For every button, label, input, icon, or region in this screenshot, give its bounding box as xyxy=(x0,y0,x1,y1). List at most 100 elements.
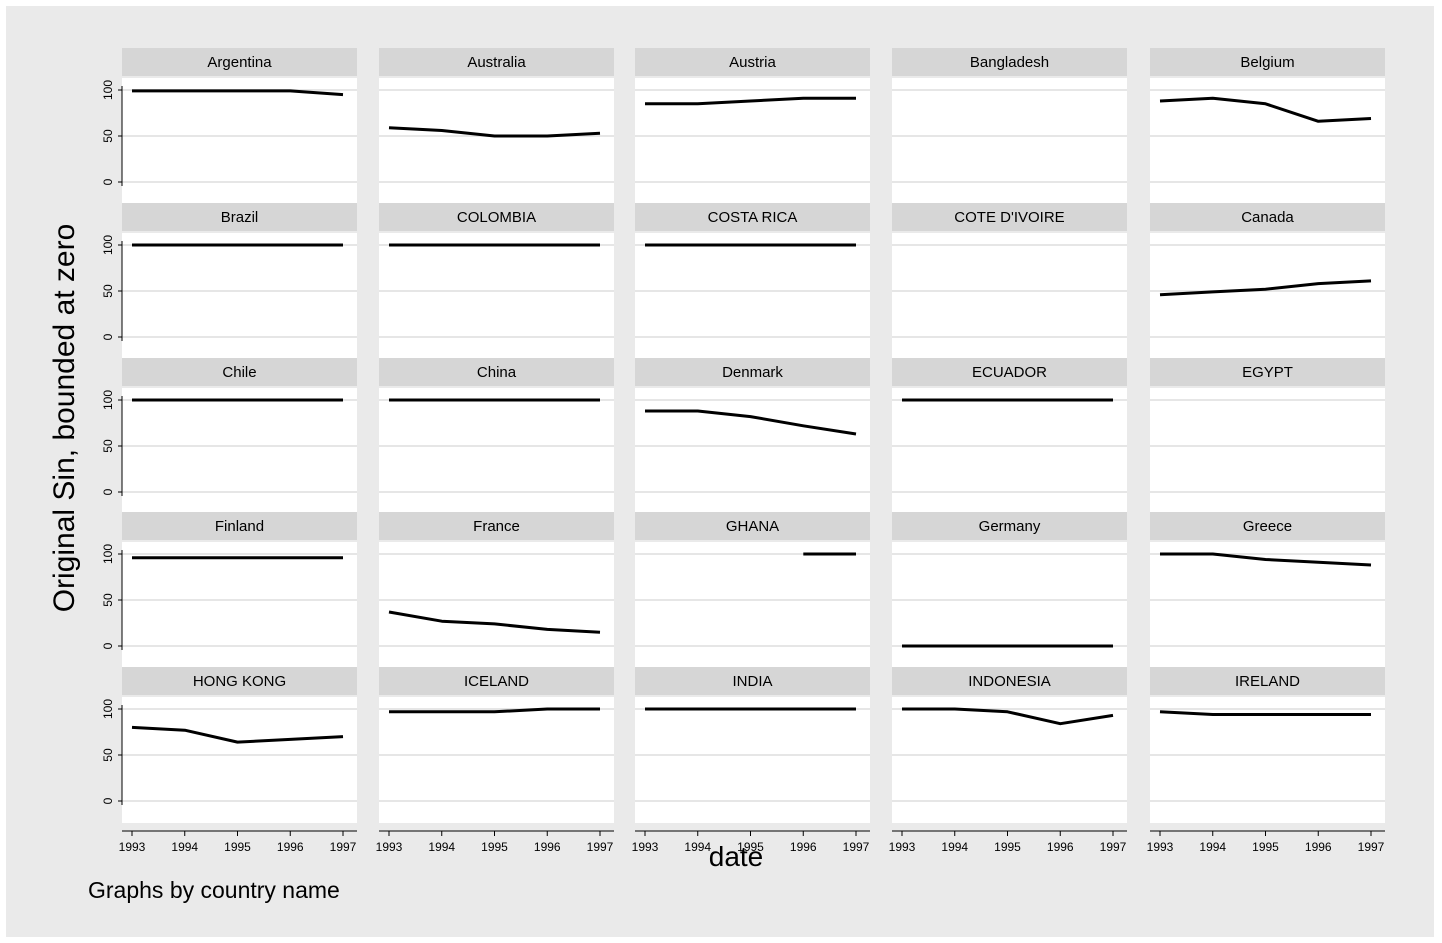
y-tick-label: 100 xyxy=(101,544,115,564)
panel-strip xyxy=(122,667,357,695)
panel-title: Bangladesh xyxy=(970,54,1049,71)
panel-title: Argentina xyxy=(207,54,272,71)
panel-strip xyxy=(379,203,614,231)
x-tick-label: 1996 xyxy=(1047,840,1074,854)
panel-plot-area xyxy=(379,388,614,514)
chart-note: Graphs by country name xyxy=(88,877,340,903)
y-tick-label: 50 xyxy=(101,748,115,762)
panel-strip xyxy=(122,203,357,231)
x-tick-label: 1996 xyxy=(534,840,561,854)
panel-plot-area xyxy=(1150,78,1385,204)
series-line xyxy=(645,409,857,436)
y-tick-label: 0 xyxy=(101,178,115,185)
x-tick-label: 1997 xyxy=(330,840,357,854)
x-tick-label: 1994 xyxy=(1199,840,1226,854)
y-tick-label: 100 xyxy=(101,80,115,100)
y-tick-label: 100 xyxy=(101,699,115,719)
panel-plot-area xyxy=(892,78,1127,204)
x-tick-label: 1997 xyxy=(587,840,614,854)
panel-strip xyxy=(379,667,614,695)
panel-plot-area xyxy=(635,388,870,514)
y-axis-title: Original Sin, bounded at zero xyxy=(48,224,81,613)
panel-strip xyxy=(379,358,614,386)
panel-strip xyxy=(122,358,357,386)
series-line xyxy=(902,707,1114,726)
x-tick-label: 1993 xyxy=(376,840,403,854)
panel-title: INDIA xyxy=(732,673,772,690)
y-tick-label: 0 xyxy=(101,333,115,340)
x-tick-label: 1997 xyxy=(1100,840,1127,854)
panel-title: Germany xyxy=(979,518,1041,535)
panel-strip xyxy=(635,512,870,540)
x-tick-label: 1993 xyxy=(1147,840,1174,854)
panel-plot-area xyxy=(379,542,614,668)
panel-title: ICELAND xyxy=(464,673,529,690)
panel-title: EGYPT xyxy=(1242,364,1293,381)
x-tick-label: 1996 xyxy=(277,840,304,854)
x-tick-label: 1995 xyxy=(737,840,764,854)
series-line xyxy=(131,725,344,744)
series-line xyxy=(388,126,601,138)
x-tick-label: 1993 xyxy=(889,840,916,854)
panel-strip xyxy=(635,48,870,76)
panel-plot-area xyxy=(892,233,1127,359)
panel-strip xyxy=(892,667,1127,695)
panel-title: INDONESIA xyxy=(968,673,1051,690)
panel-title: Belgium xyxy=(1240,54,1294,71)
panel-plot-area xyxy=(379,233,614,359)
panel-strip xyxy=(1150,203,1385,231)
x-tick-label: 1994 xyxy=(684,840,711,854)
panel-title: Chile xyxy=(222,364,256,381)
panel-title: COSTA RICA xyxy=(708,209,798,226)
panel-plot-area xyxy=(1150,388,1385,514)
x-tick-label: 1995 xyxy=(481,840,508,854)
panel-strip xyxy=(1150,667,1385,695)
series-line xyxy=(1159,710,1371,716)
panel-title: Greece xyxy=(1243,518,1292,535)
panel-title: France xyxy=(473,518,520,535)
x-tick-label: 1993 xyxy=(119,840,146,854)
panel-title: ECUADOR xyxy=(972,364,1047,381)
x-tick-label: 1997 xyxy=(1358,840,1385,854)
panel-plot-area xyxy=(635,697,870,823)
panel-title: Australia xyxy=(467,54,526,71)
series-line xyxy=(1159,279,1372,297)
panel-strip xyxy=(1150,512,1385,540)
panel-title: Denmark xyxy=(722,364,783,381)
panel-strip xyxy=(1150,48,1385,76)
series-line xyxy=(1160,552,1372,567)
y-tick-label: 0 xyxy=(101,642,115,649)
y-tick-label: 100 xyxy=(101,390,115,410)
series-line xyxy=(388,610,601,634)
panel-strip xyxy=(379,512,614,540)
panel-plot-area xyxy=(122,78,357,204)
panel-title: IRELAND xyxy=(1235,673,1300,690)
panel-strip xyxy=(635,358,870,386)
panel-plot-area xyxy=(892,697,1127,823)
x-tick-label: 1995 xyxy=(994,840,1021,854)
panel-title: HONG KONG xyxy=(193,673,286,690)
panel-plot-area xyxy=(635,233,870,359)
panel-plot-area xyxy=(379,78,614,204)
x-tick-label: 1995 xyxy=(1252,840,1279,854)
panel-title: GHANA xyxy=(726,518,779,535)
panel-strip xyxy=(122,48,357,76)
panel-plot-area xyxy=(892,542,1127,668)
panel-title: COTE D'IVOIRE xyxy=(954,209,1064,226)
y-tick-label: 50 xyxy=(101,439,115,453)
panel-strip xyxy=(892,512,1127,540)
y-tick-label: 100 xyxy=(101,235,115,255)
panel-strip xyxy=(892,358,1127,386)
x-tick-label: 1993 xyxy=(632,840,659,854)
y-tick-label: 50 xyxy=(101,593,115,607)
series-line xyxy=(389,707,600,714)
panel-strip xyxy=(892,203,1127,231)
series-line xyxy=(645,96,856,106)
y-tick-label: 0 xyxy=(101,797,115,804)
panel-title: COLOMBIA xyxy=(457,209,536,226)
x-tick-label: 1997 xyxy=(843,840,870,854)
x-tick-label: 1996 xyxy=(1305,840,1332,854)
panel-strip xyxy=(892,48,1127,76)
chart-svg: Argentina 0 50 100 Australia Austria Banglades… xyxy=(48,48,1385,903)
panel-title: China xyxy=(477,364,517,381)
